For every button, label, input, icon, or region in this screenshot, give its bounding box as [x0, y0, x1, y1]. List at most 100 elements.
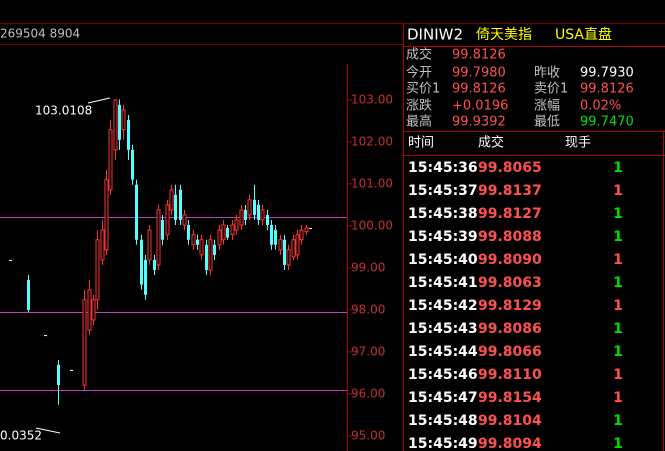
candle-body	[299, 229, 304, 241]
quote-symbol: DINIW2	[407, 26, 463, 44]
candle-body	[113, 99, 118, 151]
quote-value: +0.0196	[452, 99, 508, 114]
candle-body	[165, 204, 170, 236]
trade-volume: 1	[613, 321, 623, 337]
candle-body	[270, 225, 273, 245]
quote-label: 成交	[406, 47, 432, 63]
quote-label: 昨收	[534, 66, 560, 81]
trade-time: 15:45:47	[408, 390, 478, 406]
candle-body	[283, 239, 286, 265]
candle-body	[278, 239, 283, 251]
header-text: 269504 8904	[0, 27, 80, 41]
candle-body	[9, 259, 12, 261]
candle-body	[174, 194, 177, 220]
candle-body	[140, 239, 143, 285]
candle-body	[234, 219, 239, 231]
trade-time: 15:45:37	[408, 183, 478, 199]
candle-body	[208, 239, 213, 271]
trade-time: 15:45:36	[408, 160, 478, 176]
candle-body	[44, 335, 47, 337]
candle-body	[205, 244, 208, 270]
candle-body	[179, 189, 182, 220]
candle-body	[291, 239, 296, 258]
candle-body	[100, 229, 105, 261]
candle-body	[274, 230, 277, 245]
candle-body	[144, 259, 147, 295]
candle-body	[161, 219, 164, 240]
candle-body	[57, 364, 60, 386]
trade-volume: 1	[613, 252, 623, 268]
trade-time: 15:45:40	[408, 252, 478, 268]
quote-market: USA直盘	[555, 26, 612, 43]
trade-price: 99.8088	[478, 229, 542, 245]
candle-body	[70, 369, 73, 371]
trade-time: 15:45:39	[408, 229, 478, 245]
y-tick-label: 102.00	[351, 134, 393, 148]
candle-body	[266, 214, 269, 226]
annotation: 103.0108	[35, 104, 92, 118]
y-tick-label: 98.00	[351, 302, 385, 316]
trade-volume: 1	[613, 183, 623, 199]
trade-price: 99.8090	[478, 252, 542, 268]
y-tick-label: 96.00	[351, 386, 385, 400]
candle-body	[191, 234, 196, 246]
trade-volume: 1	[613, 390, 623, 406]
candle-body	[253, 199, 256, 215]
candle-body	[244, 209, 247, 220]
candle-body	[91, 299, 96, 321]
candle-body	[121, 109, 126, 131]
quote-label: 涨跌	[406, 98, 432, 114]
candle-body	[108, 129, 113, 191]
trade-volume: 1	[613, 206, 623, 222]
candle-body	[199, 239, 204, 256]
trade-volume: 1	[613, 298, 623, 314]
candle-body	[260, 209, 265, 221]
quote-label: 涨幅	[534, 99, 560, 114]
candle-body	[169, 189, 174, 211]
candle-body	[156, 209, 161, 266]
candle-body	[131, 149, 134, 180]
trade-price: 99.8110	[478, 367, 542, 383]
trade-price: 99.8129	[478, 298, 542, 314]
trade-time: 15:45:49	[408, 436, 478, 451]
candle-body	[182, 214, 187, 226]
candle-body	[247, 199, 252, 216]
trade-volume: 1	[613, 344, 623, 360]
candle-body	[239, 209, 244, 226]
trade-volume: 1	[613, 229, 623, 245]
trade-price: 99.8154	[478, 390, 542, 406]
candle-body	[286, 249, 291, 266]
quote-value: 99.7470	[580, 115, 634, 130]
candle-body	[257, 204, 260, 220]
annotation-pointer	[87, 97, 111, 104]
quote-value: 99.8126	[452, 82, 506, 97]
trade-volume: 1	[613, 413, 623, 429]
quote-value: 99.9392	[452, 115, 506, 130]
y-tick-label: 101.00	[351, 176, 393, 190]
trade-volume: 1	[613, 160, 623, 176]
candle-body	[104, 179, 109, 251]
candle-body	[118, 104, 121, 140]
trade-price: 99.8127	[478, 206, 542, 222]
quote-label: 最低	[534, 115, 560, 130]
candle-body	[196, 239, 199, 245]
trade-price: 99.8104	[478, 413, 542, 429]
candle-body	[226, 227, 229, 238]
candle-body	[304, 227, 309, 233]
candle-body	[221, 224, 226, 241]
trade-price: 99.8065	[478, 160, 542, 176]
candle-body	[27, 280, 30, 310]
candle-body	[127, 120, 130, 150]
trade-time: 15:45:48	[408, 413, 478, 429]
y-tick-label: 100.00	[351, 218, 393, 232]
candle-body	[82, 299, 87, 386]
y-tick-label: 103.00	[351, 92, 393, 106]
quote-name: 倚天美指	[476, 27, 532, 43]
trade-price: 99.8066	[478, 344, 542, 360]
trade-time: 15:45:41	[408, 275, 478, 291]
trade-time: 15:45:43	[408, 321, 478, 337]
trade-time: 15:45:42	[408, 298, 478, 314]
quote-label: 最高	[406, 114, 432, 130]
